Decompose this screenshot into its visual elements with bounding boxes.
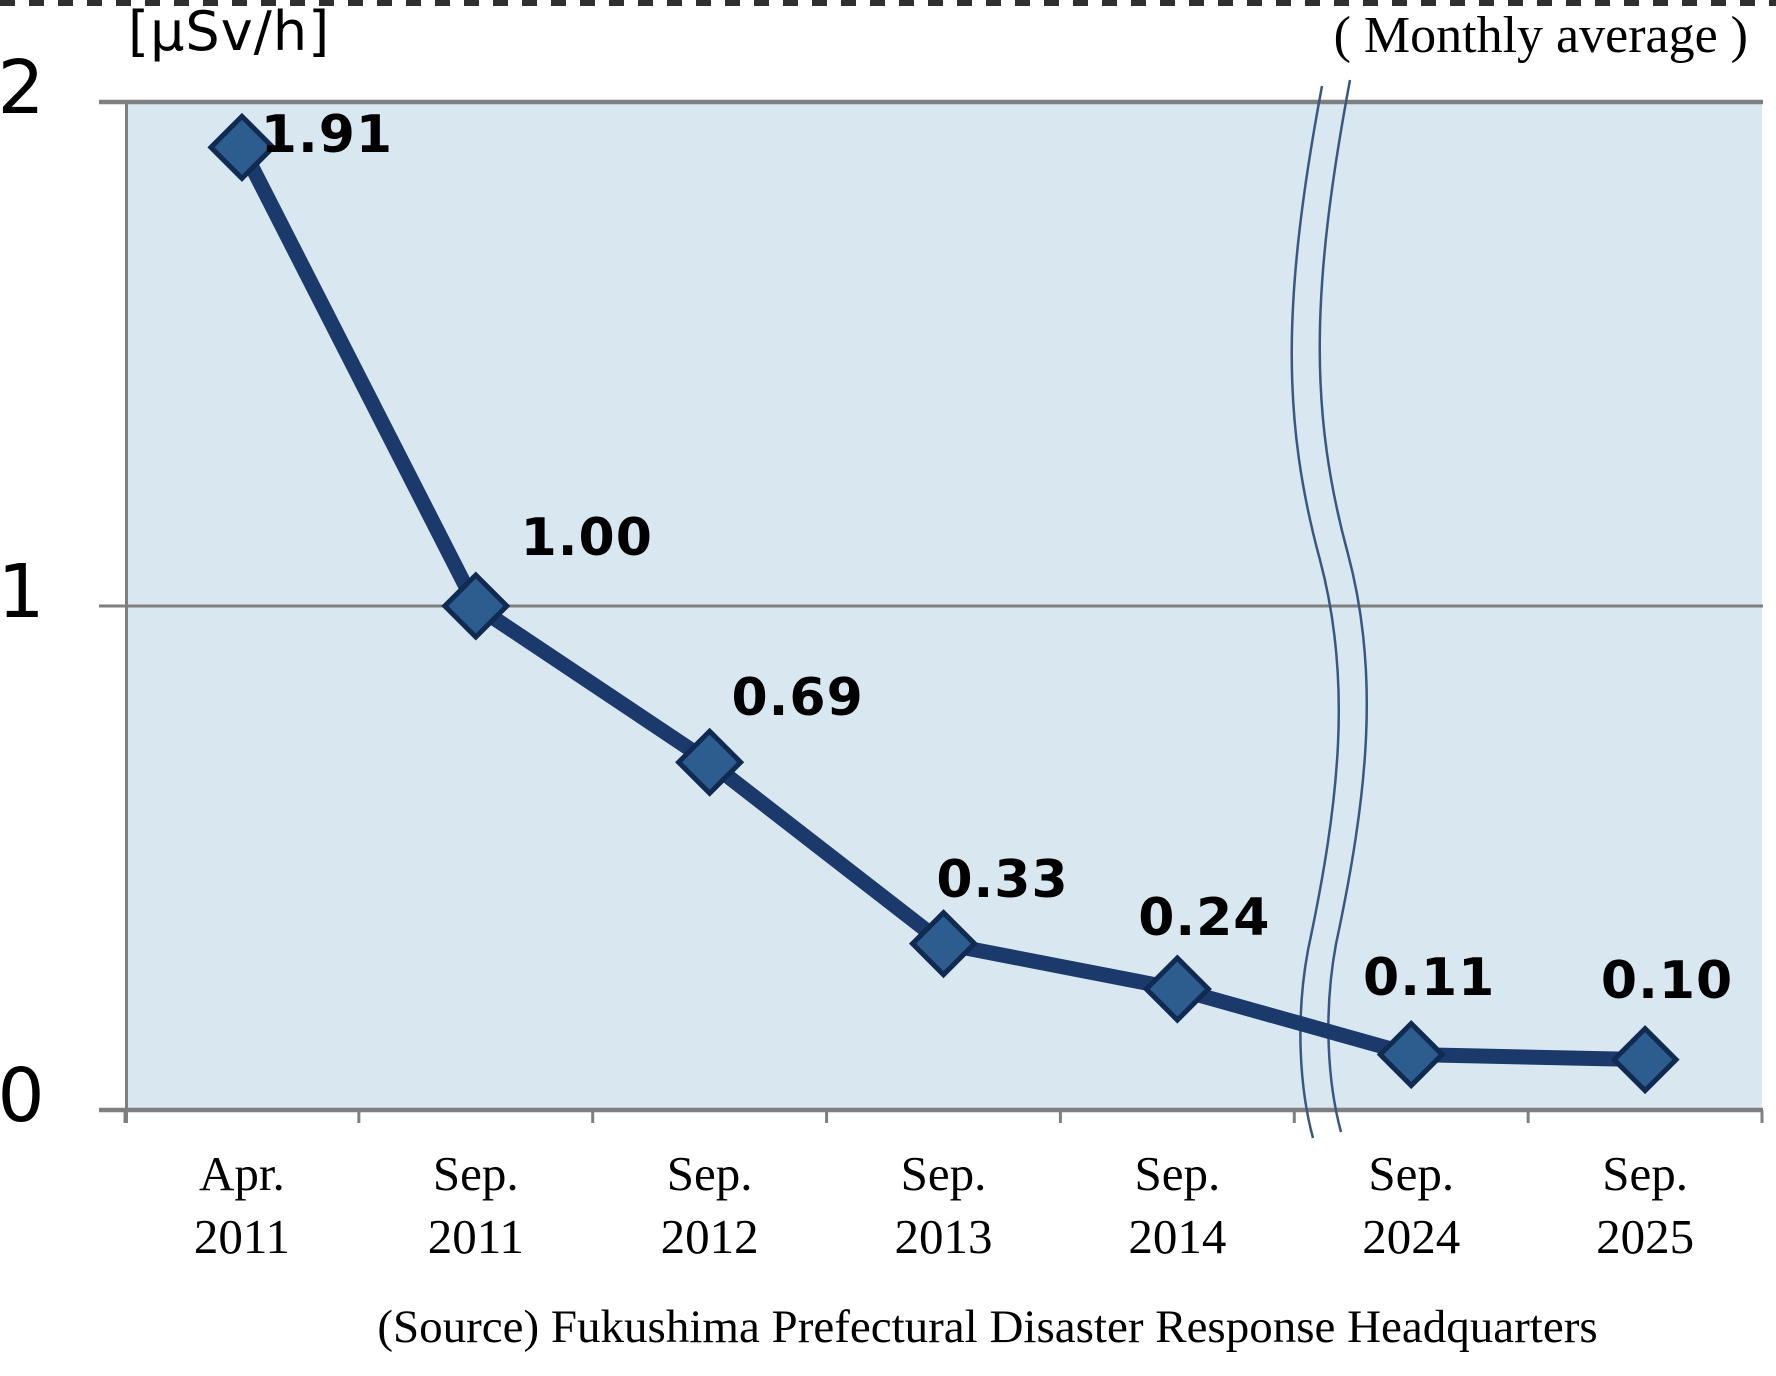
y-axis-unit-label: [μSv/h] (128, 0, 331, 63)
y-tick-label: 2 (0, 45, 45, 131)
x-tick-label-line: 2024 (1362, 1209, 1461, 1264)
data-markers (207, 112, 1680, 1095)
annotation-monthly-average: ( Monthly average ) (1333, 7, 1748, 64)
x-tick-label-line: Sep. (1368, 1146, 1455, 1201)
x-tick-label-line: Sep. (1134, 1146, 1221, 1201)
x-tick-label-line: Sep. (900, 1146, 987, 1201)
x-tick-label: Apr. 2011 (194, 1142, 290, 1268)
data-point-marker (908, 909, 979, 979)
y-tick-label: 0 (0, 1053, 45, 1139)
cropped-text-remnant-strip (0, 0, 1776, 6)
data-point-marker (1376, 1020, 1446, 1090)
x-tick-label-line: 2014 (1128, 1209, 1227, 1264)
data-point-value-label: 0.10 (1600, 950, 1734, 1011)
x-tick-label: Sep. 2011 (428, 1142, 524, 1268)
x-tick-label-line: 2011 (193, 1209, 291, 1264)
x-tick-label: Sep. 2025 (1596, 1142, 1694, 1268)
data-point-value-label: 0.69 (731, 668, 864, 729)
x-tick-label-line: Sep. (432, 1146, 519, 1201)
data-point-marker (1142, 954, 1212, 1024)
x-tick-label-line: Apr. (199, 1146, 285, 1201)
y-tick-label: 1 (0, 549, 45, 635)
x-tick-label-line: 2025 (1596, 1209, 1695, 1264)
x-tick-label-line: 2011 (427, 1209, 524, 1264)
x-tick-label: Sep. 2024 (1362, 1142, 1460, 1268)
data-point-value-label: 1.00 (520, 508, 653, 568)
data-point-value-label: 0.24 (1138, 888, 1271, 949)
data-point-marker (441, 571, 511, 641)
source-attribution: (Source) Fukushima Prefectural Disaster … (377, 1301, 1598, 1353)
gridlines-and-borders (99, 99, 1763, 1113)
x-tick-label-line: Sep. (1602, 1146, 1688, 1201)
x-tick-label-line: 2013 (894, 1209, 993, 1264)
x-tick-label-line: Sep. (666, 1146, 753, 1201)
data-point-value-label: 0.33 (936, 849, 1069, 910)
axis-break-line-right (1318, 79, 1369, 1133)
x-tick-label: Sep. 2012 (661, 1142, 759, 1268)
x-tick-label-line: 2012 (660, 1209, 759, 1264)
data-point-value-label: 0.11 (1363, 947, 1496, 1008)
data-point-marker (1610, 1025, 1680, 1095)
x-tick-label: Sep. 2013 (895, 1142, 993, 1268)
data-point-marker (207, 112, 277, 182)
x-tick-label: Sep. 2014 (1128, 1142, 1226, 1268)
data-point-value-label: 1.91 (260, 105, 394, 166)
data-point-marker (675, 727, 745, 797)
x-axis-ticks (123, 1110, 1764, 1123)
